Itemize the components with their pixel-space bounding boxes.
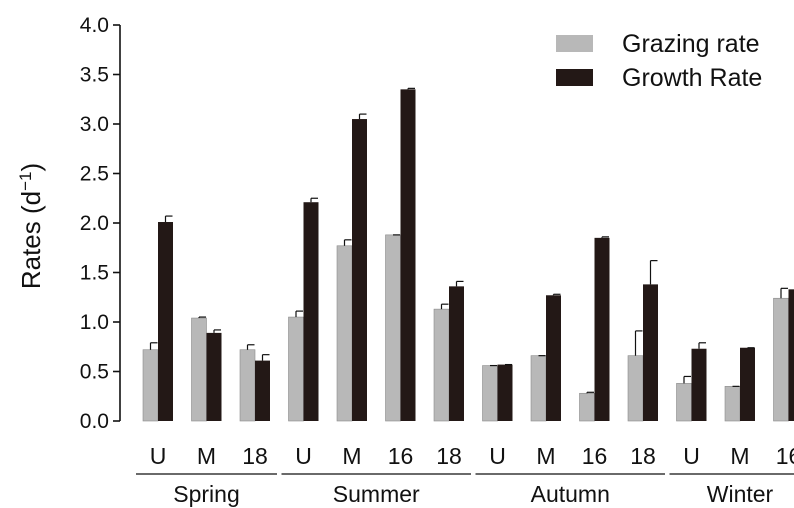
- chart-bars: [142, 87, 794, 422]
- grazing-rate-bar: [773, 297, 789, 422]
- x-category-label: 16: [582, 443, 608, 469]
- grazing-rate-bar: [288, 316, 304, 422]
- chart-legend: Grazing rate Growth Rate: [556, 30, 762, 92]
- x-category-label: M: [730, 443, 749, 469]
- growth-rate-bar: [643, 284, 658, 421]
- x-category-label: 16: [776, 443, 794, 469]
- growth-rate-bar: [158, 222, 173, 421]
- grazing-rate-bar: [239, 349, 256, 422]
- grazing-rate-bar: [336, 245, 353, 422]
- legend-label-growth-rate: Growth Rate: [622, 64, 762, 92]
- growth-rate-bar: [255, 360, 270, 421]
- legend-swatch-grazing-rate: [556, 35, 593, 52]
- x-category-label: 18: [436, 443, 462, 469]
- y-axis-label-text: Rates (d: [16, 191, 46, 289]
- growth-rate-bar: [206, 332, 222, 421]
- growth-rate-bar: [497, 364, 513, 421]
- x-category-label: 16: [388, 443, 414, 469]
- y-tick-label: 0.5: [80, 361, 109, 384]
- grazing-rate-bar: [385, 234, 401, 422]
- season-label: Spring: [173, 481, 239, 507]
- y-axis-label-superscript: −1: [16, 172, 35, 191]
- y-tick-label: 0.0: [80, 410, 109, 433]
- legend-label-grazing-rate: Grazing rate: [622, 30, 760, 58]
- growth-rate-bar: [449, 286, 464, 421]
- growth-rate-bar: [594, 237, 610, 421]
- x-category-label: U: [150, 443, 167, 469]
- y-axis-label-close: ): [16, 163, 46, 172]
- grazing-rate-bar: [530, 355, 547, 422]
- chart-axes: 0.0 0.5 1.0 1.5 2.0 2.5 3.0 3.5 4.0: [80, 14, 121, 433]
- grazing-rate-bar: [433, 308, 450, 422]
- grazing-rate-bar: [724, 386, 741, 422]
- y-tick-label: 2.0: [80, 212, 109, 235]
- season-label: Winter: [707, 481, 774, 507]
- growth-rate-bar: [400, 89, 416, 421]
- x-axis-labels: U M 18 U M 16 18 U M 16 18 U M 16 Spring Summer Autumn Wi…: [136, 443, 794, 507]
- season-label: Autumn: [531, 481, 610, 507]
- grazing-rate-bar: [579, 392, 595, 422]
- season-label: Summer: [333, 481, 420, 507]
- x-category-label: 18: [242, 443, 268, 469]
- x-category-label: U: [683, 443, 700, 469]
- y-tick-label: 1.0: [80, 311, 109, 334]
- growth-rate-bar: [303, 202, 319, 421]
- y-tick-label: 4.0: [80, 14, 109, 37]
- grazing-rate-bar: [142, 349, 159, 422]
- x-category-label: M: [536, 443, 555, 469]
- growth-rate-bar: [691, 348, 707, 421]
- growth-rate-bar: [788, 289, 794, 421]
- growth-rate-bar: [546, 295, 561, 421]
- grazing-rate-bar: [191, 317, 207, 422]
- growth-rate-bar: [352, 119, 367, 422]
- y-axis-label: Rates (d−1): [16, 163, 46, 289]
- x-category-label: 18: [630, 443, 656, 469]
- growth-rate-bar: [740, 347, 755, 421]
- grazing-rate-bar: [482, 365, 498, 422]
- x-category-label: U: [489, 443, 506, 469]
- x-category-label: M: [342, 443, 361, 469]
- y-tick-label: 1.5: [80, 262, 109, 285]
- y-tick-label: 3.5: [80, 64, 109, 87]
- y-tick-label: 2.5: [80, 163, 109, 186]
- x-category-label: M: [197, 443, 216, 469]
- grazing-rate-bar: [627, 355, 644, 422]
- grazing-rate-bar: [676, 383, 692, 422]
- y-tick-label: 3.0: [80, 113, 109, 136]
- x-category-label: U: [295, 443, 312, 469]
- legend-swatch-growth-rate: [556, 69, 593, 86]
